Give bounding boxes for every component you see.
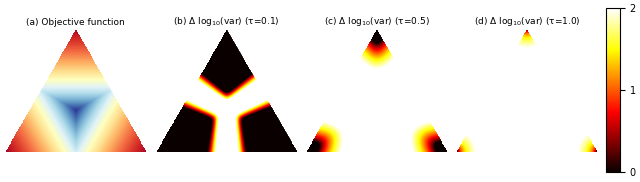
Title: (d) Δ log$_{10}$(var) (τ=1.0): (d) Δ log$_{10}$(var) (τ=1.0) bbox=[474, 15, 580, 28]
Title: (b) Δ log$_{10}$(var) (τ=0.1): (b) Δ log$_{10}$(var) (τ=0.1) bbox=[173, 15, 280, 28]
Title: (a) Objective function: (a) Objective function bbox=[26, 18, 125, 27]
Title: (c) Δ log$_{10}$(var) (τ=0.5): (c) Δ log$_{10}$(var) (τ=0.5) bbox=[324, 15, 429, 28]
